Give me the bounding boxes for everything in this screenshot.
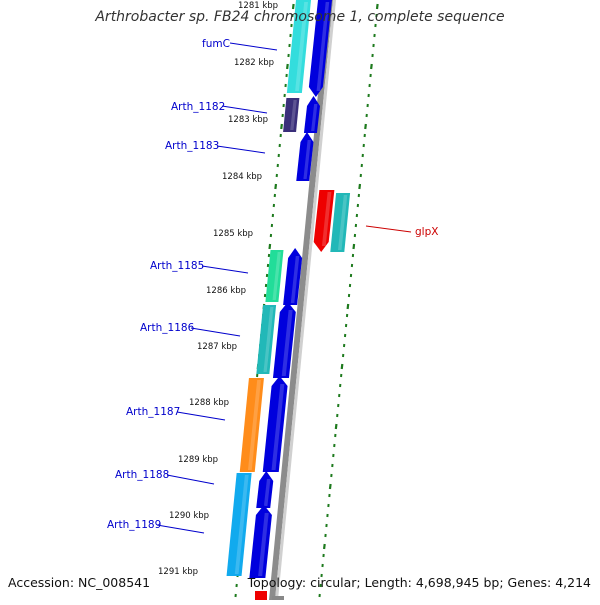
inner-ring-tick [281, 124, 282, 129]
leader-line [167, 475, 214, 484]
gene-label-arth-1183[interactable]: Arth_1183 [165, 140, 219, 152]
kbp-label-1287: 1287 kbp [197, 342, 237, 352]
leader-line [191, 328, 240, 336]
map-title: Arthrobacter sp. FB24 chromosome 1, comp… [0, 9, 600, 25]
gene-label-arth-1186[interactable]: Arth_1186 [140, 322, 195, 334]
partial-feature-red [255, 591, 267, 600]
outer-ring-tick [324, 544, 325, 549]
gene-label-arth-1185[interactable]: Arth_1185 [150, 260, 204, 272]
kbp-label-1284: 1284 kbp [222, 172, 262, 182]
outer-ring-tick [353, 244, 354, 249]
inner-ring-tick [269, 244, 270, 249]
gene-label-arth-1189[interactable]: Arth_1189 [107, 519, 161, 531]
kbp-label-1288: 1288 kbp [189, 398, 229, 408]
leader-line [222, 106, 267, 113]
kbp-label-1289: 1289 kbp [178, 455, 218, 465]
gene-label-arth-1182[interactable]: Arth_1182 [171, 101, 225, 113]
kbp-label-1290: 1290 kbp [169, 511, 209, 521]
kbp-label-1283: 1283 kbp [228, 115, 268, 125]
partial-feature-gray [272, 596, 284, 600]
gene-label-fumC[interactable]: fumC [202, 38, 230, 50]
accession-text: Accession: NC_008541 [8, 575, 150, 590]
outer-ring-tick [342, 364, 343, 369]
kbp-label-1291: 1291 kbp [158, 567, 198, 577]
outer-ring-tick [330, 484, 331, 489]
outer-ring-tick [348, 304, 349, 309]
kbp-label-1285: 1285 kbp [213, 229, 253, 239]
outer-ring-tick [365, 124, 366, 129]
outer-ring-tick [336, 424, 337, 429]
backbone [269, 0, 336, 600]
outer-ring-tick [359, 184, 360, 189]
leader-line [230, 43, 277, 50]
leader-line [202, 266, 248, 273]
kbp-label-1286: 1286 kbp [206, 286, 246, 296]
leader-line [157, 525, 204, 533]
leader-line [366, 226, 411, 232]
inner-ring-tick [287, 64, 288, 69]
gene-label-arth-1188[interactable]: Arth_1188 [115, 469, 169, 481]
inner-ring-tick [275, 184, 276, 189]
leader-line [217, 146, 265, 153]
gene-label-arth-1187[interactable]: Arth_1187 [126, 406, 180, 418]
kbp-label-1282: 1282 kbp [234, 58, 274, 68]
gene-label-glpX[interactable]: glpX [415, 226, 438, 238]
topology-summary: Topology: circular; Length: 4,698,945 bp… [248, 575, 591, 590]
outer-ring-tick [371, 64, 372, 69]
leader-line [177, 412, 225, 420]
